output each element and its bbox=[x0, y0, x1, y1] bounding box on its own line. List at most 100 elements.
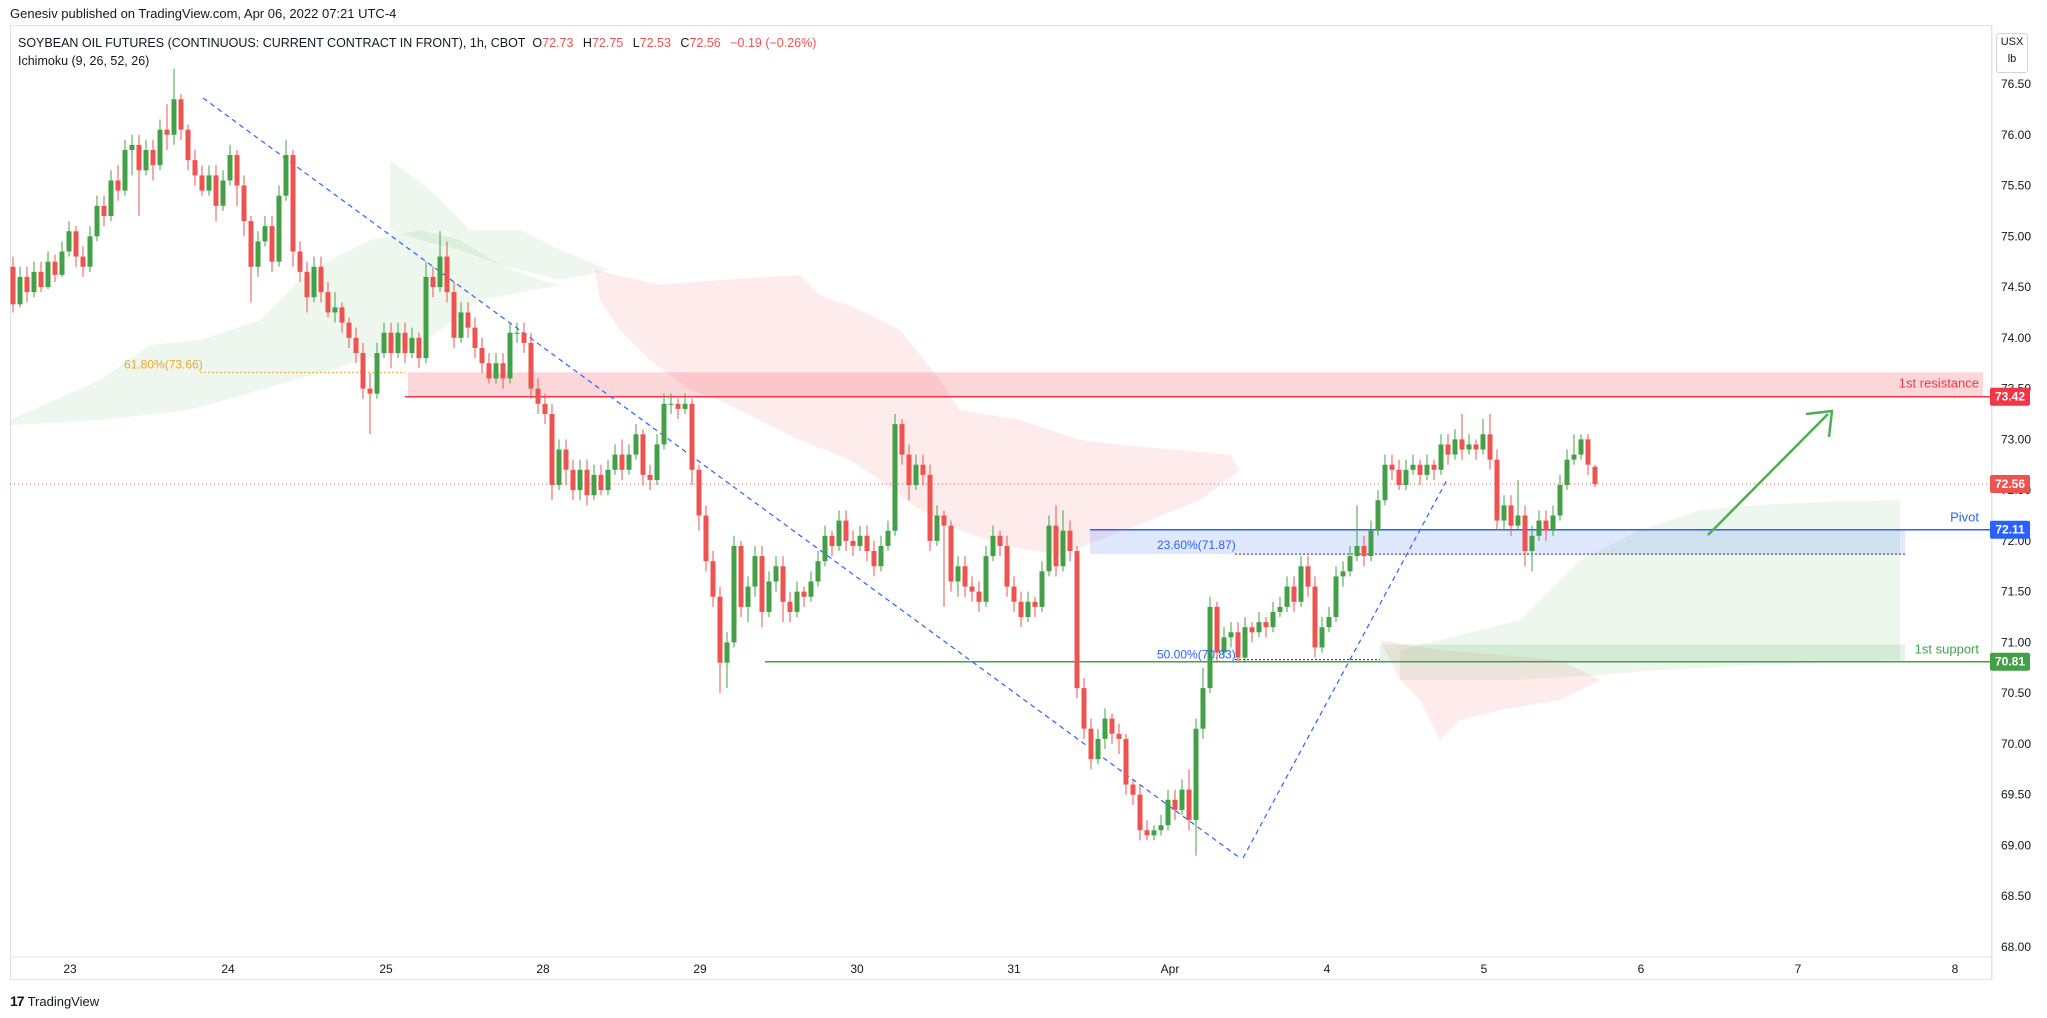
candle-body bbox=[304, 271, 310, 298]
unit-selector[interactable]: USX lb bbox=[1996, 33, 2028, 73]
high-value: 72.75 bbox=[591, 36, 624, 50]
time-tick-label: 8 bbox=[1952, 962, 1959, 976]
candle-body bbox=[332, 307, 338, 313]
candle-body bbox=[969, 586, 975, 592]
target-arrow-line bbox=[1707, 413, 1829, 536]
candle-body bbox=[535, 388, 541, 404]
candle-body bbox=[1431, 464, 1437, 470]
candle-body bbox=[1235, 632, 1241, 658]
candle-body bbox=[948, 525, 954, 582]
candle-body bbox=[1375, 500, 1381, 531]
candle-body bbox=[437, 256, 443, 288]
high-label: H bbox=[582, 36, 592, 50]
candle-body bbox=[1221, 637, 1227, 653]
candle-body bbox=[73, 231, 79, 257]
candle-body bbox=[31, 271, 37, 293]
candle-body bbox=[906, 454, 912, 486]
candle-body bbox=[1354, 545, 1360, 557]
candle-body bbox=[913, 464, 919, 486]
candle-body bbox=[1228, 632, 1234, 638]
candle-body bbox=[374, 353, 380, 394]
candle-body bbox=[654, 444, 660, 480]
indicator-label[interactable]: Ichimoku (9, 26, 52, 26) bbox=[18, 54, 150, 68]
unit-line-1: USX bbox=[2000, 36, 2024, 48]
candle-body bbox=[1529, 535, 1535, 552]
time-axis: 23 24 25 28 29 30 31 Apr 4 5 6 7 8 bbox=[10, 956, 1992, 976]
candle-body bbox=[682, 403, 688, 409]
candle-body bbox=[689, 403, 695, 470]
candle-body bbox=[822, 535, 828, 562]
candle-body bbox=[556, 449, 562, 486]
candle-body bbox=[1144, 830, 1150, 836]
candle-body bbox=[1060, 530, 1066, 567]
candle-body bbox=[241, 185, 247, 222]
candle-body bbox=[878, 545, 884, 567]
candle-body bbox=[1053, 525, 1059, 567]
price-tick-label: 71.00 bbox=[2001, 635, 2031, 649]
candle-body bbox=[1193, 728, 1199, 821]
pivot-badge-text: 72.11 bbox=[1995, 523, 2025, 537]
price-axis: 76.5076.0075.5075.0074.5074.0073.5073.00… bbox=[1990, 25, 2031, 980]
candle-body bbox=[178, 99, 184, 130]
candle-body bbox=[836, 520, 842, 546]
candle-body bbox=[290, 155, 296, 252]
candle-body bbox=[1242, 627, 1248, 658]
candle-body bbox=[87, 236, 93, 267]
candle-body bbox=[451, 292, 457, 338]
time-tick-label: 5 bbox=[1481, 962, 1488, 976]
candle-body bbox=[108, 180, 114, 216]
candle-body bbox=[1347, 556, 1353, 572]
candle-body bbox=[38, 271, 44, 288]
candle-body bbox=[1557, 485, 1563, 516]
support-badge-text: 70.81 bbox=[1995, 655, 2025, 669]
price-tick-label: 69.00 bbox=[2001, 838, 2031, 852]
candle-body bbox=[346, 322, 352, 338]
candle-body bbox=[381, 332, 387, 354]
footer-brand[interactable]: 17 TradingView bbox=[10, 993, 99, 1009]
candle-body bbox=[1291, 586, 1297, 602]
candle-body bbox=[157, 129, 163, 166]
candle-body bbox=[297, 251, 303, 272]
candle-body bbox=[633, 434, 639, 455]
candle-body bbox=[1424, 464, 1430, 475]
candle-body bbox=[612, 454, 618, 470]
candle-body bbox=[1151, 830, 1157, 836]
candle-body bbox=[1459, 439, 1465, 450]
candle-body bbox=[136, 144, 142, 171]
candle-body bbox=[983, 556, 989, 602]
candle-body bbox=[234, 155, 240, 186]
candle-body bbox=[1256, 622, 1262, 633]
candle-body bbox=[115, 180, 121, 191]
low-value: 72.53 bbox=[639, 36, 671, 50]
price-tick-label: 74.50 bbox=[2001, 280, 2031, 294]
candle-body bbox=[1501, 505, 1507, 521]
candle-body bbox=[325, 292, 331, 313]
candle-body bbox=[955, 566, 961, 582]
candle-body bbox=[1417, 464, 1423, 475]
candle-body bbox=[353, 337, 359, 354]
price-tick-label: 71.50 bbox=[2001, 585, 2031, 599]
fib-500-label: 50.00%(70.83) bbox=[1157, 648, 1236, 662]
candle-body bbox=[213, 175, 219, 206]
candle-body bbox=[248, 221, 254, 267]
candle-body bbox=[24, 276, 30, 293]
candle-body bbox=[920, 464, 926, 475]
symbol-info: SOYBEAN OIL FUTURES (CONTINUOUS: CURRENT… bbox=[18, 36, 526, 50]
candle-body bbox=[1438, 444, 1444, 470]
candle-body bbox=[640, 434, 646, 475]
price-tick-label: 75.50 bbox=[2001, 179, 2031, 193]
candle-body bbox=[262, 226, 268, 242]
candle-body bbox=[1284, 586, 1290, 607]
candle-body bbox=[1018, 601, 1024, 618]
candle-body bbox=[1249, 627, 1255, 633]
candle-body bbox=[1333, 576, 1339, 618]
open-value: 72.73 bbox=[542, 36, 574, 50]
candle-body bbox=[1074, 551, 1080, 689]
candle-body bbox=[1340, 571, 1346, 577]
candle-body bbox=[409, 337, 415, 354]
candle-body bbox=[703, 515, 709, 562]
candle-body bbox=[976, 591, 982, 602]
candle-body bbox=[605, 469, 611, 491]
candle-body bbox=[661, 403, 667, 445]
